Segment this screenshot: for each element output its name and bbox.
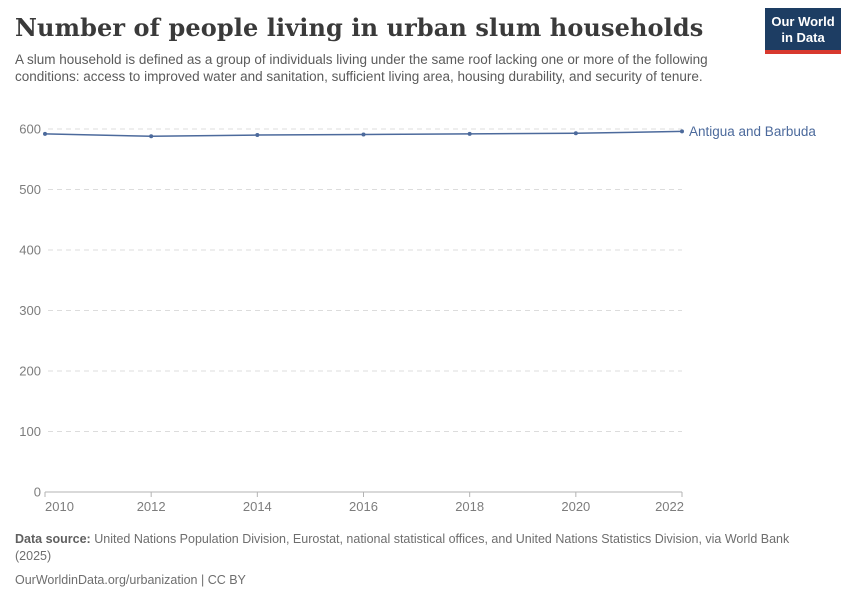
chart-subtitle: A slum household is defined as a group o… — [15, 51, 708, 85]
y-tick-label: 400 — [19, 243, 41, 258]
data-source-line: Data source: United Nations Population D… — [15, 531, 821, 565]
owid-logo-line1: Our World — [771, 14, 835, 29]
data-point — [43, 131, 47, 136]
chart-footer: Data source: United Nations Population D… — [15, 531, 821, 589]
chart-header: Number of people living in urban slum ho… — [15, 14, 750, 86]
series-label: Antigua and Barbuda — [689, 124, 816, 139]
data-point — [255, 133, 260, 138]
data-point — [361, 132, 366, 137]
x-tick-label: 2018 — [455, 499, 484, 514]
data-line — [44, 130, 683, 138]
data-point — [467, 131, 472, 136]
owid-logo: Our World in Data — [765, 8, 841, 55]
y-tick-label: 0 — [34, 485, 41, 500]
x-tick-label: 2012 — [137, 499, 166, 514]
license-line: OurWorldinData.org/urbanization | CC BY — [15, 572, 246, 587]
y-tick-label: 600 — [19, 122, 41, 137]
data-point — [149, 134, 154, 139]
owid-logo-line2: in Data — [781, 29, 825, 45]
x-tick-label: 2014 — [243, 499, 272, 514]
x-tick-label: 2022 — [655, 499, 684, 514]
data-source-label: Data source: — [15, 532, 91, 546]
data-point — [680, 129, 684, 134]
y-tick-label: 500 — [19, 182, 41, 197]
x-tick-label: 2020 — [561, 499, 590, 514]
y-tick-label: 300 — [19, 303, 41, 318]
y-tick-label: 100 — [19, 424, 41, 439]
x-tick-label: 2010 — [45, 499, 74, 514]
data-source-text: United Nations Population Division, Euro… — [15, 532, 790, 563]
x-tick-label: 2016 — [349, 499, 378, 514]
y-tick-label: 200 — [19, 364, 41, 379]
page-title: Number of people living in urban slum ho… — [15, 13, 704, 42]
data-point — [573, 131, 578, 136]
